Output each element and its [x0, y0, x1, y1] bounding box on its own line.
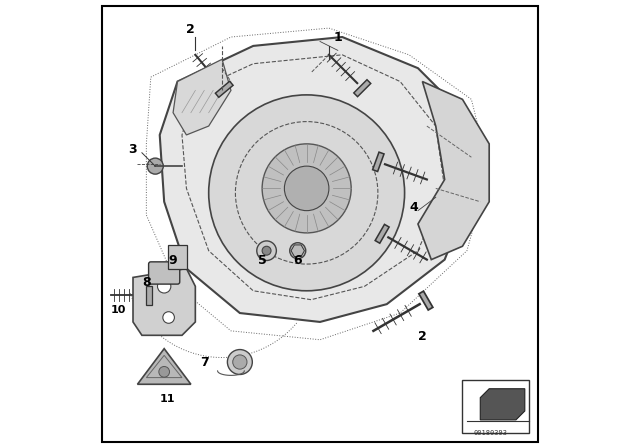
Text: 10: 10 [111, 305, 126, 315]
Polygon shape [216, 81, 233, 97]
FancyBboxPatch shape [102, 6, 538, 442]
Text: 2: 2 [186, 22, 195, 35]
Text: 2: 2 [418, 330, 427, 343]
Circle shape [257, 241, 276, 260]
Text: 7: 7 [200, 357, 209, 370]
Polygon shape [419, 291, 433, 310]
Circle shape [233, 355, 247, 369]
Circle shape [290, 243, 306, 259]
Circle shape [163, 312, 175, 323]
Circle shape [157, 280, 171, 293]
Text: 00180393: 00180393 [474, 431, 508, 436]
Text: 8: 8 [142, 276, 150, 289]
Polygon shape [480, 389, 525, 420]
Circle shape [262, 144, 351, 233]
FancyBboxPatch shape [168, 246, 188, 269]
Circle shape [284, 166, 329, 211]
Polygon shape [147, 286, 152, 305]
Polygon shape [173, 59, 231, 135]
Text: 3: 3 [129, 143, 137, 156]
Polygon shape [354, 80, 371, 97]
Circle shape [227, 349, 252, 375]
Circle shape [209, 95, 404, 291]
FancyBboxPatch shape [148, 262, 180, 284]
Circle shape [159, 366, 170, 377]
Text: 9: 9 [168, 254, 177, 267]
Circle shape [147, 158, 163, 174]
Bar [463, 380, 529, 433]
Text: 6: 6 [293, 254, 302, 267]
Polygon shape [138, 349, 191, 384]
Polygon shape [418, 82, 489, 260]
Text: 11: 11 [160, 394, 175, 404]
Text: 5: 5 [258, 254, 266, 267]
Polygon shape [375, 224, 389, 243]
Text: 1: 1 [333, 31, 342, 44]
Polygon shape [372, 152, 384, 172]
Polygon shape [133, 268, 195, 335]
Polygon shape [160, 37, 476, 322]
Text: 4: 4 [409, 201, 418, 214]
Circle shape [262, 246, 271, 255]
